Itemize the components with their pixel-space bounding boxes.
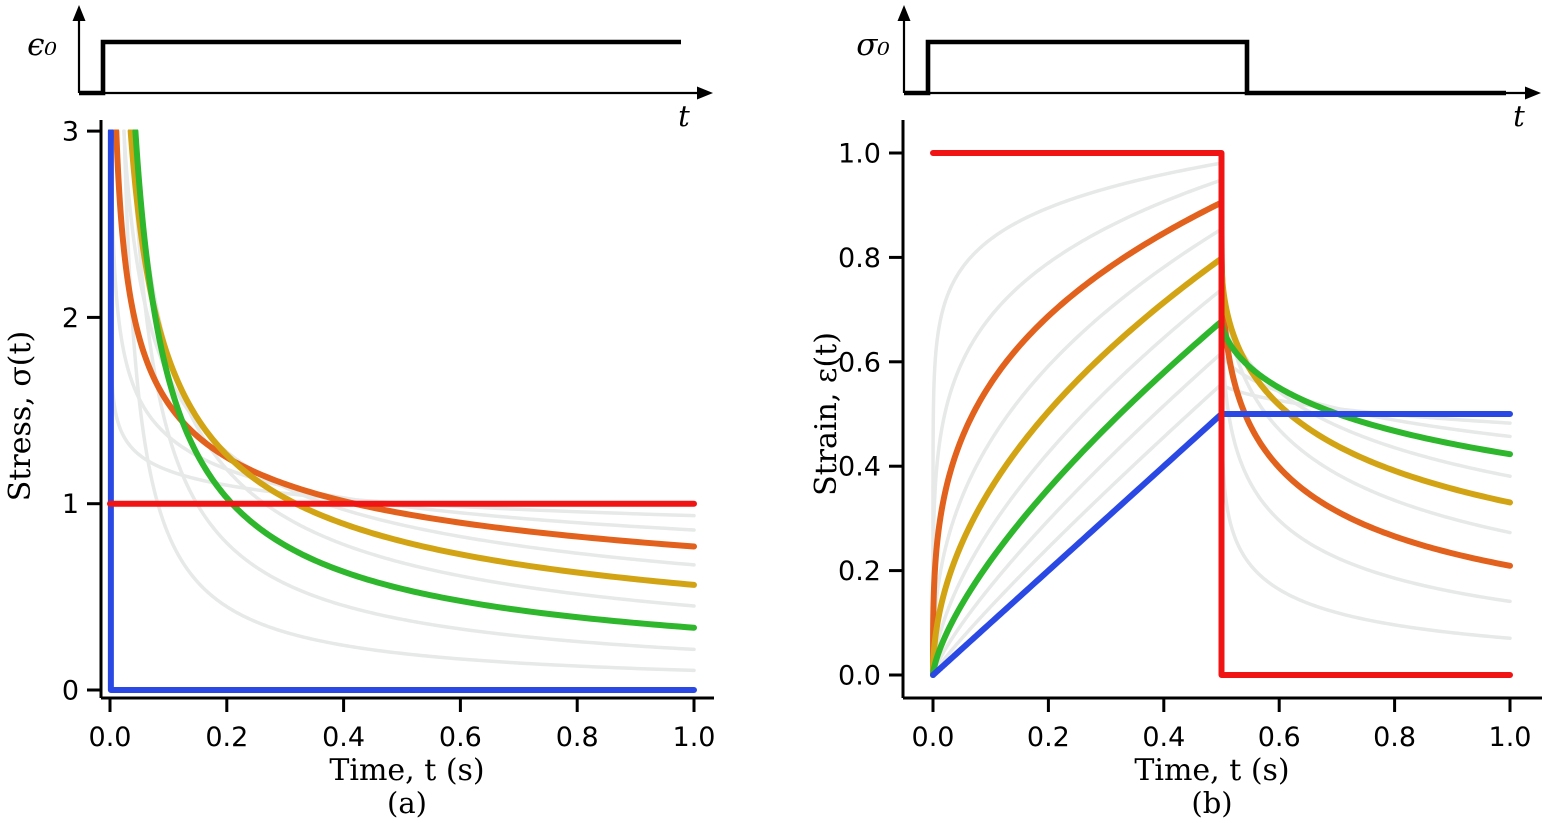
inset-strain-input: ϵ₀ t — [27, 5, 713, 133]
y-tick-label: 0.4 — [838, 452, 881, 483]
y-axis-label: Stress, σ(t) — [3, 331, 38, 502]
y-tick-label: 2 — [62, 303, 79, 334]
arrow-right-icon — [697, 86, 713, 100]
x-tick-label: 0.6 — [439, 722, 482, 753]
x-tick-label: 0.4 — [1142, 722, 1185, 753]
strain-amplitude-label: ϵ₀ — [27, 27, 57, 63]
x-tick-label: 0.2 — [1027, 722, 1070, 753]
arrow-up-icon — [72, 5, 86, 21]
y-tick-label: 0 — [62, 676, 79, 707]
curve-alpha-0.4-background — [122, 129, 696, 567]
curve-alpha-0.9-background — [122, 129, 696, 673]
x-axis-label: Time, t (s) — [329, 753, 484, 788]
x-tick-label: 0.8 — [1373, 722, 1416, 753]
inset-stress-input: σ₀ t — [856, 5, 1541, 133]
y-tick-label: 0.0 — [838, 661, 881, 692]
curve-alpha-0.2-background — [109, 129, 696, 532]
stress-amplitude-label: σ₀ — [856, 27, 890, 63]
panel-a-curves — [107, 129, 697, 693]
y-tick-label: 1 — [62, 489, 79, 520]
step-signal — [79, 39, 681, 96]
x-tick-label: 1.0 — [673, 722, 716, 753]
curve-alpha-0.8-background — [130, 129, 696, 652]
curve--1-viscous-dashpot- — [107, 129, 697, 693]
y-tick-label: 0.8 — [838, 243, 881, 274]
y-tick-label: 3 — [62, 117, 79, 148]
x-tick-label: 0.0 — [89, 722, 132, 753]
panel-a-ticks: 0.0 0.2 0.4 0.6 0.8 1.0 0 1 2 3 — [62, 117, 716, 753]
x-tick-label: 0.0 — [912, 722, 955, 753]
arrow-up-icon — [897, 5, 911, 21]
curve--0-elastic-spring- — [930, 150, 1513, 678]
x-tick-label: 0.8 — [556, 722, 599, 753]
y-tick-label: 0.6 — [838, 347, 881, 378]
panel-b-ticks: 0.0 0.2 0.4 0.6 0.8 1.0 0.0 0.2 0.4 0.6 0.8 1.0 — [838, 139, 1531, 754]
pulse-signal — [904, 39, 1506, 96]
inset-time-label: t — [678, 99, 690, 133]
panel-caption: (b) — [1191, 786, 1232, 820]
x-tick-label: 0.4 — [322, 722, 365, 753]
panel-a-stress-relaxation: 0.0 0.2 0.4 0.6 0.8 1.0 0 1 2 3 Stress, σ(t) Time… — [3, 117, 715, 820]
curve--0.3 — [113, 129, 697, 550]
inset-time-label: t — [1513, 99, 1525, 133]
x-tick-label: 0.2 — [205, 722, 248, 753]
y-tick-label: 1.0 — [838, 139, 881, 170]
panel-b-curves — [930, 150, 1513, 678]
panel-caption: (a) — [387, 786, 427, 820]
panel-b-creep-recovery: 0.0 0.2 0.4 0.6 0.8 1.0 0.0 0.2 0.4 0.6 0.8 1.0 Str… — [809, 120, 1542, 820]
x-axis-label: Time, t (s) — [1134, 753, 1289, 788]
arrow-right-icon — [1525, 86, 1541, 100]
x-tick-label: 1.0 — [1489, 722, 1532, 753]
x-tick-label: 0.6 — [1258, 722, 1301, 753]
y-tick-label: 0.2 — [838, 556, 881, 587]
y-axis-label: Strain, ε(t) — [809, 332, 844, 496]
curve--0.7 — [132, 129, 697, 631]
